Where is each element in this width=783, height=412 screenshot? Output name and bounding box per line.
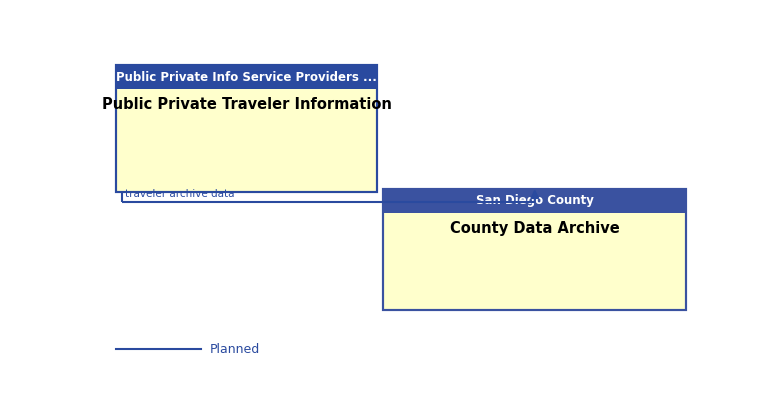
Text: San Diego County: San Diego County (476, 194, 594, 207)
Text: traveler archive data: traveler archive data (125, 189, 235, 199)
Text: Public Private Traveler Information: Public Private Traveler Information (102, 97, 392, 112)
Bar (116, 65, 377, 192)
Text: Planned: Planned (210, 343, 261, 356)
Bar (383, 189, 687, 309)
Text: Public Private Info Service Providers ...: Public Private Info Service Providers ..… (116, 71, 377, 84)
Bar (383, 189, 687, 213)
Bar (116, 65, 377, 89)
Text: County Data Archive: County Data Archive (450, 221, 619, 236)
Bar (383, 189, 687, 309)
Bar (116, 65, 377, 192)
